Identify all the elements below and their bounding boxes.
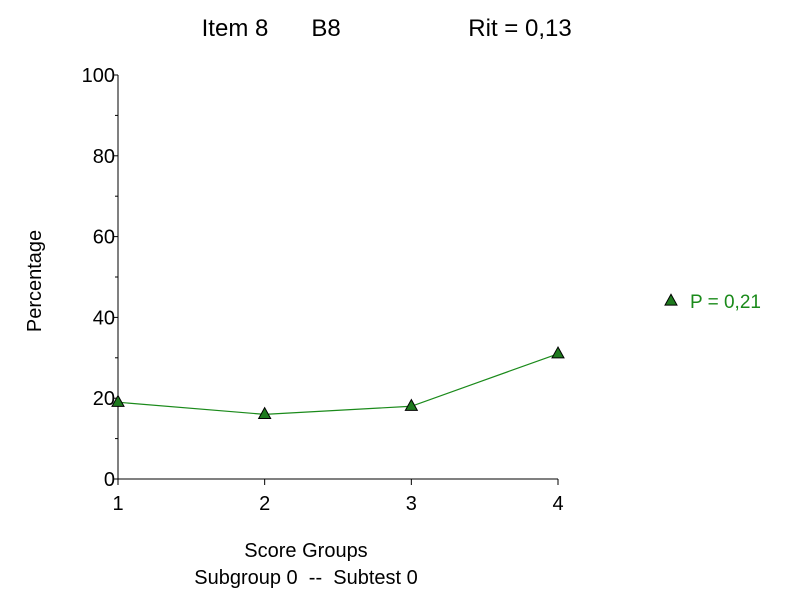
data-point-triangle <box>111 394 125 407</box>
x-tick-label: 2 <box>259 493 270 515</box>
y-tick-label: 100 <box>82 65 115 87</box>
x-tick-label: 4 <box>552 493 563 515</box>
series-layer <box>111 346 565 419</box>
x-axis-ticks: 1 2 3 4 <box>112 479 564 515</box>
plot-area: 0 20 40 60 80 100 1 2 3 4 <box>82 65 565 515</box>
chart-title-item: Item 8 <box>202 15 269 42</box>
y-tick-label: 60 <box>93 227 115 249</box>
y-tick-label: 20 <box>93 388 115 410</box>
series-line <box>117 353 559 415</box>
x-tick-label: 3 <box>406 493 417 515</box>
y-tick-label: 40 <box>93 307 115 329</box>
y-axis-ticks: 0 20 40 60 80 100 <box>82 65 118 491</box>
chart-title-code: B8 <box>311 15 340 42</box>
data-point-triangle <box>257 406 272 419</box>
legend-label: P = 0,21 <box>690 292 761 313</box>
data-point-triangle <box>404 398 419 411</box>
data-point-triangle <box>551 346 565 359</box>
x-tick-label: 1 <box>112 493 123 515</box>
x-axis-label: Score Groups <box>244 540 367 562</box>
chart-title-rit: Rit = 0,13 <box>468 15 571 42</box>
y-tick-label: 80 <box>93 146 115 168</box>
legend: P = 0,21 <box>664 292 761 313</box>
y-axis-label: Percentage <box>24 230 46 332</box>
y-tick-label: 0 <box>104 469 115 491</box>
chart-subtitle: Subgroup 0 -- Subtest 0 <box>194 567 417 589</box>
legend-marker-triangle <box>664 293 678 306</box>
